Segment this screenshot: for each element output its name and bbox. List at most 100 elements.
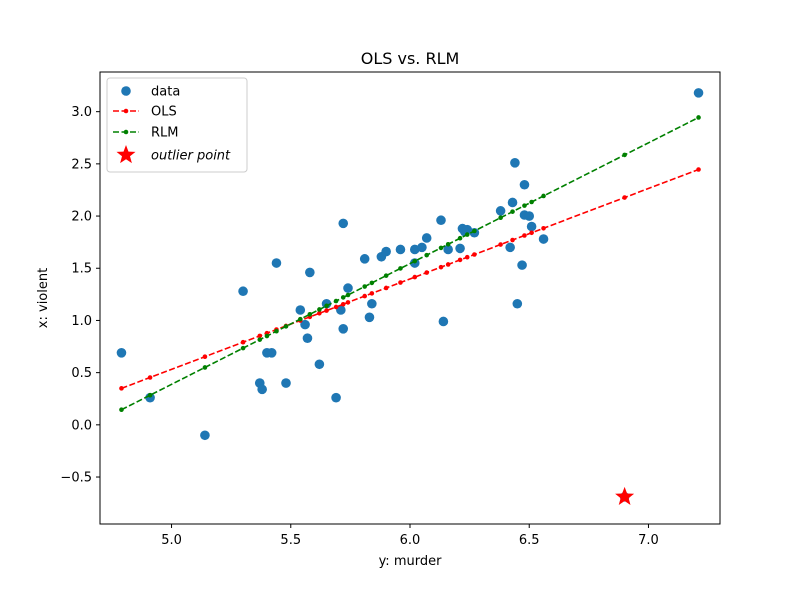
legend-label: RLM xyxy=(151,126,179,141)
ols-fit-point xyxy=(522,233,527,238)
rlm-fit-point xyxy=(445,241,451,247)
ols-fit-point xyxy=(412,274,418,280)
rlm-fit-point xyxy=(398,266,403,271)
data-point xyxy=(364,312,375,323)
data-point xyxy=(395,244,406,255)
rlm-fit-point xyxy=(696,115,701,120)
data-point xyxy=(300,319,310,330)
rlm-fit-point xyxy=(298,316,303,322)
x-axis: 5.0 5.5 6.0 6.5 7.0 xyxy=(161,524,659,548)
chart-title: OLS vs. RLM xyxy=(361,49,460,68)
rlm-fit-point xyxy=(257,337,263,342)
ols-fit-point xyxy=(333,304,339,310)
plot-area xyxy=(116,88,704,505)
rlm-fit-point xyxy=(529,199,534,205)
data-point xyxy=(462,224,473,235)
ols-fit-point xyxy=(472,252,477,257)
rlm-fit-point xyxy=(510,209,515,214)
data-point xyxy=(381,246,391,257)
ols-fit-point xyxy=(510,237,515,243)
rlm-fit-point xyxy=(340,295,346,300)
ols-fit-point xyxy=(529,230,534,236)
ols-fit-point xyxy=(541,225,546,231)
rlm-fit-point xyxy=(333,298,339,304)
x-tick-label: 5.5 xyxy=(280,533,301,548)
rlm-fit-point xyxy=(147,392,153,398)
ols-fit-point xyxy=(445,262,451,267)
rlm-fit-point xyxy=(264,333,270,339)
rlm-fit-point xyxy=(383,273,389,278)
rlm-fit-point xyxy=(119,407,124,413)
data-point xyxy=(314,359,325,370)
legend-data-marker xyxy=(121,86,131,96)
ols-fit-point xyxy=(424,270,429,275)
data-point xyxy=(693,88,704,98)
data-point xyxy=(305,267,315,278)
data-point xyxy=(538,234,549,244)
data-point xyxy=(436,215,446,226)
ols-fit-point xyxy=(202,354,208,359)
data-point xyxy=(331,392,341,403)
rlm-fit-point xyxy=(240,345,246,351)
x-tick-label: 6.0 xyxy=(400,533,421,548)
ols-fit-point xyxy=(257,333,263,339)
data-point xyxy=(266,348,277,358)
rlm-fit-point xyxy=(438,245,444,251)
data-point xyxy=(338,218,349,229)
ols-fit-point xyxy=(696,167,701,172)
x-tick-label: 7.0 xyxy=(638,533,659,548)
y-tick-label: 2.0 xyxy=(71,210,92,225)
rlm-fit-point xyxy=(464,232,470,237)
rlm-fit-point xyxy=(369,280,375,286)
y-axis-label: x: violent xyxy=(36,268,51,328)
data-point xyxy=(519,179,530,190)
rlm-fit-point xyxy=(472,228,477,234)
ols-fit-point xyxy=(119,386,124,391)
ols-fit-point xyxy=(362,293,367,299)
data-point xyxy=(336,305,346,315)
legend-line-dot xyxy=(123,129,129,135)
ols-fit-point xyxy=(240,339,246,345)
y-tick-label: 0.0 xyxy=(71,418,92,433)
x-axis-label: y: murder xyxy=(379,554,443,569)
data-point xyxy=(338,323,349,334)
data-point xyxy=(281,378,291,388)
rlm-fit-point xyxy=(541,193,546,199)
ols-fit-point xyxy=(340,301,346,307)
data-point xyxy=(116,348,127,358)
data-point xyxy=(510,158,520,168)
ols-fit-point xyxy=(498,242,503,247)
rlm-fit-point xyxy=(498,215,503,221)
data-point xyxy=(343,283,353,293)
legend-label: outlier point xyxy=(151,149,231,164)
rlm-fit-point xyxy=(307,312,313,317)
data-point xyxy=(505,242,515,253)
y-tick-label: 1.5 xyxy=(71,262,92,277)
data-point xyxy=(495,206,506,216)
rlm-fit-point xyxy=(283,324,289,329)
ols-fit-point xyxy=(317,310,322,316)
ols-fit-point xyxy=(464,254,470,260)
ols-fit-point xyxy=(147,375,153,380)
data-point xyxy=(438,316,449,327)
x-tick-label: 6.5 xyxy=(519,533,540,548)
rlm-fit-point xyxy=(424,252,429,258)
data-point xyxy=(507,197,518,208)
data-point xyxy=(421,233,432,243)
legend-box xyxy=(106,77,248,173)
data-point xyxy=(238,286,248,297)
data-point xyxy=(271,258,282,268)
rlm-fit-point xyxy=(362,284,367,289)
y-tick-label: 2.5 xyxy=(71,157,92,172)
legend-star-marker xyxy=(116,145,136,164)
data-point xyxy=(302,333,313,343)
x-tick-label: 5.0 xyxy=(161,533,182,548)
data-point xyxy=(367,298,377,309)
rlm-fit-point xyxy=(274,328,279,334)
ols-fit-point xyxy=(438,264,444,270)
y-tick-label: 3.0 xyxy=(71,105,92,120)
y-tick-label: −0.5 xyxy=(60,471,92,486)
ols-fit-point xyxy=(398,280,403,285)
ols-fit-point xyxy=(457,257,463,263)
